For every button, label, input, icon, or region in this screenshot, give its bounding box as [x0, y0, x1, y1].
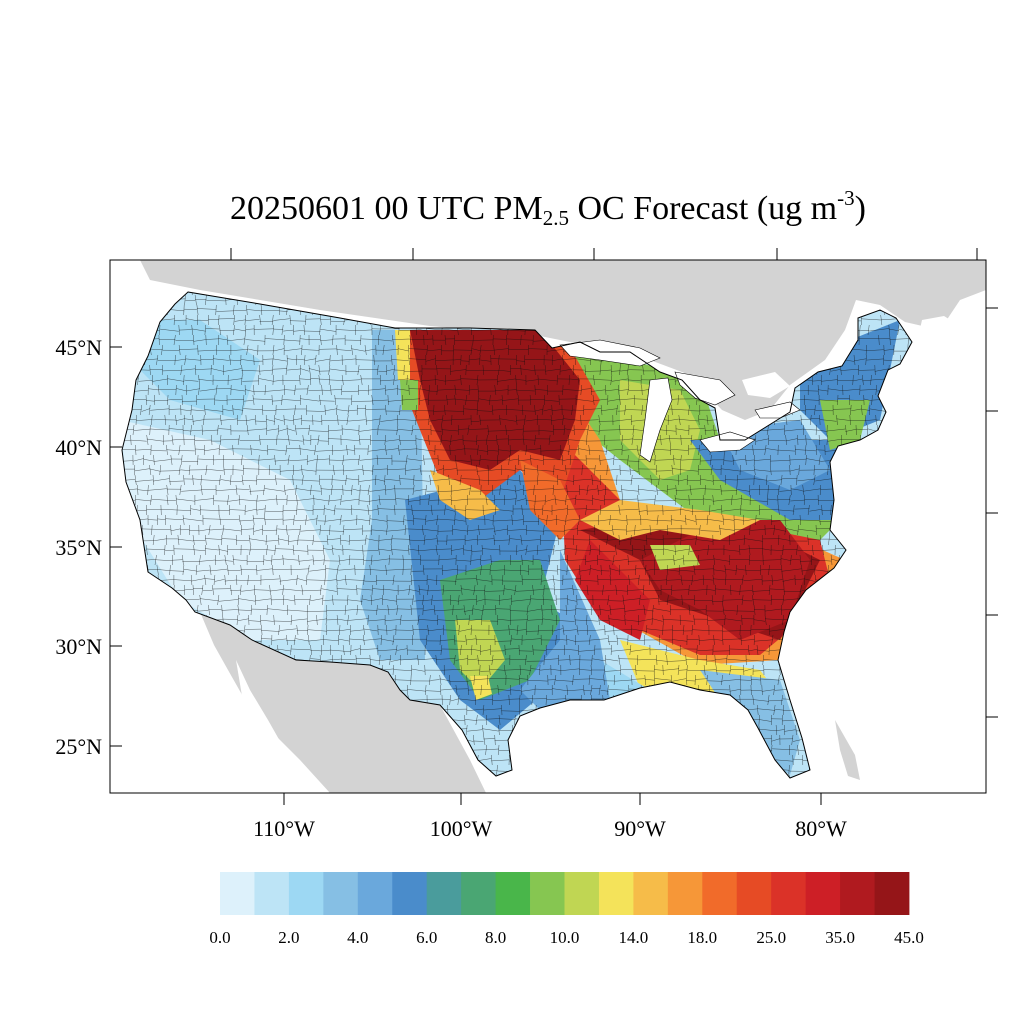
colorbar-box: [357, 872, 393, 915]
surrounding-land: [140, 260, 986, 793]
pm25-field: [122, 292, 912, 778]
lat-label-40n: 40°N: [55, 435, 102, 460]
map-title: 20250601 00 UTC PM2.5 OC Forecast (ug m-…: [230, 186, 866, 230]
lat-label-25n: 25°N: [55, 734, 102, 759]
lat-label-30n: 30°N: [55, 634, 102, 659]
colorbar-box: [288, 872, 324, 915]
colorbar-box: [495, 872, 531, 915]
colorbar-box: [633, 872, 669, 915]
lat-label-35n: 35°N: [55, 535, 102, 560]
lon-label-110w: 110°W: [253, 816, 315, 841]
colorbar-label: 14.0: [619, 928, 649, 947]
colorbar-box: [426, 872, 462, 915]
colorbar-label: 0.0: [209, 928, 230, 947]
colorbar-label: 10.0: [550, 928, 580, 947]
colorbar-box: [323, 872, 359, 915]
colorbar-box: [702, 872, 738, 915]
colorbar-box: [220, 872, 255, 915]
colorbar: [220, 872, 910, 915]
colorbar-box: [736, 872, 772, 915]
colorbar-box: [874, 872, 910, 915]
colorbar-label: 2.0: [278, 928, 299, 947]
lon-label-100w: 100°W: [430, 816, 493, 841]
colorbar-box: [667, 872, 703, 915]
colorbar-label: 25.0: [756, 928, 786, 947]
colorbar-label: 35.0: [825, 928, 855, 947]
colorbar-label: 8.0: [485, 928, 506, 947]
colorbar-box: [461, 872, 496, 915]
great-lakes: [559, 339, 801, 463]
lon-label-80w: 80°W: [795, 816, 847, 841]
colorbar-box: [530, 872, 565, 915]
colorbar-box: [254, 872, 290, 915]
colorbar-label: 6.0: [416, 928, 437, 947]
colorbar-box: [840, 872, 875, 915]
colorbar-box: [771, 872, 807, 915]
colorbar-box: [598, 872, 634, 915]
map-frame: [109, 259, 987, 794]
colorbar-label: 18.0: [687, 928, 717, 947]
colorbar-label: 45.0: [894, 928, 924, 947]
colorbar-box: [392, 872, 428, 915]
colorbar-label: 4.0: [347, 928, 368, 947]
colorbar-labels: 0.0 2.0 4.0 6.0 8.0 10.0 14.0 18.0 25.0 35.0 45.0: [209, 928, 924, 947]
lon-label-90w: 90°W: [614, 816, 666, 841]
colorbar-box: [564, 872, 600, 915]
lat-label-45n: 45°N: [55, 335, 102, 360]
axis-ticks: [110, 248, 998, 805]
colorbar-box: [805, 872, 841, 915]
